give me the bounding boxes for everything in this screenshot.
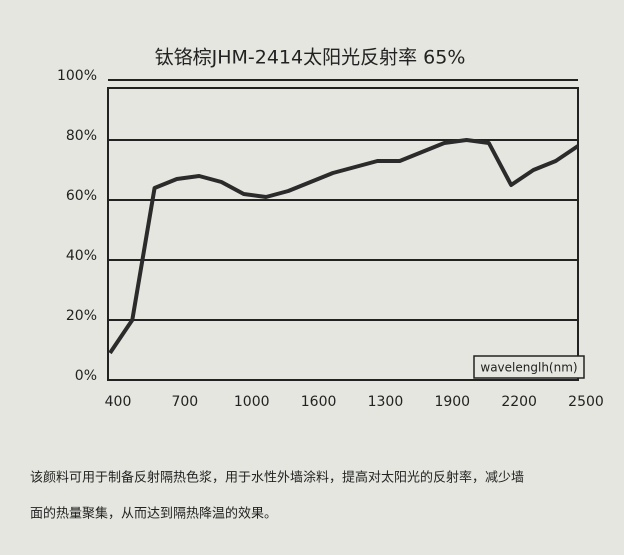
annotation: wavelenglh(nm)	[480, 361, 577, 375]
x-tick-label: 2500	[568, 394, 604, 410]
x-tick-label: 1000	[234, 394, 270, 410]
y-tick-label: 100%	[57, 68, 97, 84]
y-tick-label: 60%	[66, 188, 97, 204]
x-tick-label: 2200	[501, 394, 537, 410]
x-tick-label: 1600	[301, 394, 337, 410]
x-tick-label: 700	[171, 394, 198, 410]
y-tick-label: 40%	[66, 248, 97, 264]
annotation-box	[473, 355, 585, 379]
y-tick-label: 20%	[66, 308, 97, 324]
x-tick-label: 1300	[368, 394, 404, 410]
line-series	[108, 138, 580, 355]
x-tick-label: 400	[105, 394, 132, 410]
y-tick-label: 0%	[75, 368, 97, 384]
paragraph-line: 该颜料可用于制备反射隔热色浆，用于水性外墙涂料，提高对太阳光的反射率，减少墙	[30, 470, 524, 486]
y-tick-label: 80%	[66, 128, 97, 144]
chart-title: 钛铬棕JHM-2414太阳光反射率 65%	[155, 47, 466, 69]
x-tick-label: 1900	[434, 394, 470, 410]
paragraph-line: 面的热量聚集，从而达到隔热降温的效果。	[30, 506, 277, 522]
